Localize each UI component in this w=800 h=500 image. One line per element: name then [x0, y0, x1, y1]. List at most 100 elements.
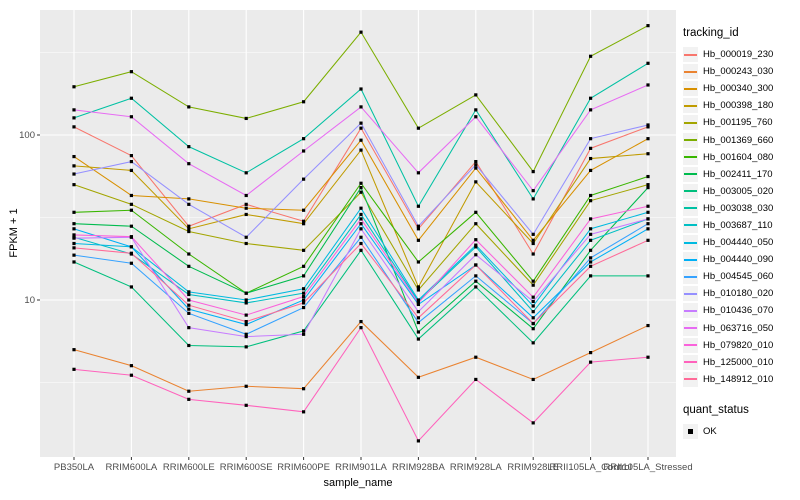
- legend-line-icon: [684, 173, 697, 176]
- data-point: [589, 260, 593, 264]
- data-point: [531, 295, 535, 299]
- data-point: [302, 387, 306, 391]
- data-point: [302, 329, 306, 333]
- data-point: [302, 301, 306, 305]
- data-point: [359, 217, 363, 221]
- legend-key-swatch: [683, 217, 698, 233]
- x-tick-label: RRIM928BA: [392, 462, 445, 473]
- legend-item: Hb_000019_230: [683, 46, 798, 63]
- legend-key-swatch: [683, 200, 698, 216]
- data-point: [416, 238, 420, 242]
- data-point: [72, 154, 76, 159]
- data-point: [589, 217, 593, 221]
- legend-items: Hb_000019_230 Hb_000243_030 Hb_000340_300 H…: [683, 46, 798, 388]
- data-point: [244, 301, 248, 305]
- data-point: [244, 212, 248, 217]
- data-point: [129, 193, 133, 198]
- data-point: [531, 321, 535, 326]
- data-point: [531, 304, 535, 308]
- data-points-Hb_000340_300: [72, 137, 650, 242]
- data-point: [72, 125, 76, 129]
- data-point: [129, 96, 133, 100]
- legend-item-label: Hb_002411_170: [703, 168, 773, 180]
- data-point: [72, 164, 76, 168]
- legend-key-swatch: [683, 337, 698, 353]
- legend-item: Hb_000340_300: [683, 80, 798, 97]
- data-point: [531, 421, 535, 425]
- data-point: [359, 121, 363, 125]
- data-point: [72, 108, 76, 112]
- data-point: [646, 204, 650, 208]
- legend-item-label: Hb_000243_030: [703, 66, 774, 78]
- legend-line-icon: [684, 190, 697, 193]
- data-point: [72, 227, 76, 231]
- data-point: [416, 375, 420, 379]
- legend-key-swatch: [683, 371, 698, 387]
- legend-item: Hb_004440_090: [683, 251, 798, 268]
- data-point: [72, 260, 76, 264]
- data-point: [589, 227, 593, 231]
- data-point: [244, 116, 248, 121]
- data-point: [531, 299, 535, 304]
- data-point: [589, 146, 593, 150]
- data-point: [416, 330, 420, 334]
- data-point: [129, 373, 133, 377]
- data-point: [531, 189, 535, 193]
- x-tick-label: RRII105LA_Stressed: [603, 462, 692, 473]
- data-point: [359, 126, 363, 130]
- data-point: [187, 298, 191, 302]
- legend-item: Hb_079820_010: [683, 337, 798, 354]
- legend-line-icon: [684, 275, 697, 278]
- data-point: [72, 233, 76, 237]
- legend-line-icon: [684, 53, 697, 56]
- data-point: [187, 224, 191, 228]
- x-tick-label: RRIM600PE: [277, 462, 330, 473]
- data-points-Hb_000243_030: [72, 319, 650, 393]
- legend-item: Hb_003038_030: [683, 200, 798, 217]
- x-axis-title: sample_name: [323, 477, 393, 489]
- data-point: [474, 238, 478, 242]
- data-point: [589, 199, 593, 203]
- data-point: [646, 174, 650, 179]
- legend-key-swatch: [683, 47, 698, 63]
- data-point: [646, 227, 650, 231]
- data-point: [416, 298, 420, 302]
- data-point: [474, 377, 478, 382]
- legend-title-quant-status: quant_status: [683, 403, 749, 416]
- data-point: [646, 238, 650, 242]
- data-points-Hb_000019_230: [72, 125, 650, 256]
- legend-key-swatch: [683, 132, 698, 148]
- legend-item: Hb_125000_010: [683, 354, 798, 371]
- data-point: [302, 137, 306, 141]
- data-point: [129, 261, 133, 265]
- legend-key-swatch: [683, 354, 698, 370]
- data-point: [302, 291, 306, 295]
- legend-line-icon: [684, 344, 697, 347]
- data-point: [474, 285, 478, 289]
- legend-item: Hb_000398_180: [683, 97, 798, 114]
- data-point: [531, 341, 535, 345]
- data-point: [187, 307, 191, 311]
- legend-line-icon: [684, 361, 697, 364]
- data-point: [531, 316, 535, 320]
- y-tick-label: 10: [24, 295, 35, 306]
- legend-item-label: Hb_000019_230: [703, 49, 774, 61]
- data-point: [359, 248, 363, 252]
- data-point: [244, 332, 248, 336]
- legend-line-icon: [684, 156, 697, 159]
- data-point: [187, 162, 191, 166]
- data-point: [302, 219, 306, 223]
- legend-line-icon: [684, 241, 697, 244]
- legend-line-icon: [684, 70, 697, 73]
- legend-item: Hb_010436_070: [683, 302, 798, 319]
- data-point: [416, 310, 420, 314]
- data-point: [646, 24, 650, 28]
- data-point: [72, 253, 76, 257]
- legend-item-label: Hb_063716_050: [703, 322, 774, 334]
- legend-item-label: Hb_148912_010: [703, 373, 774, 385]
- data-point: [646, 123, 650, 127]
- data-point: [359, 206, 363, 210]
- data-point: [646, 323, 650, 328]
- data-point: [129, 202, 133, 206]
- data-point: [244, 171, 248, 175]
